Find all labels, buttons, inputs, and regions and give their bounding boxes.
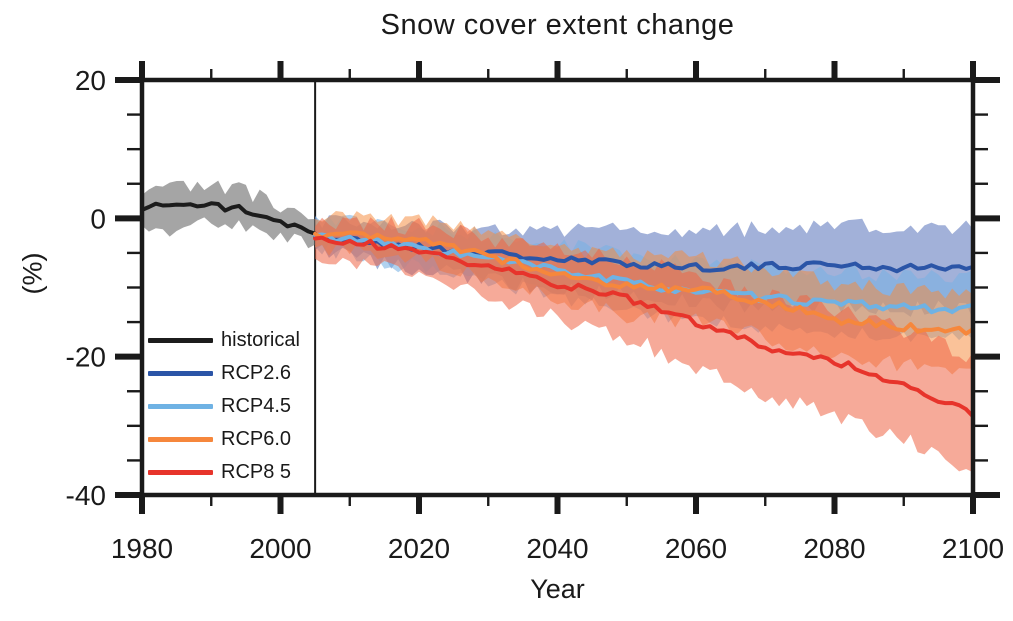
x-axis-label: Year [530,574,585,604]
legend-item-rcp26: RCP2.6 [148,357,300,390]
legend-item-rcp85: RCP8 5 [148,456,300,489]
legend-label-rcp45: RCP4.5 [221,395,292,417]
rcp85-envelope [315,216,971,472]
y-tick-label: -40 [66,480,106,511]
x-tick-label: 2060 [665,533,727,564]
x-tick-label: 2000 [249,533,311,564]
legend-swatch-rcp60 [148,437,213,442]
legend-swatch-rcp45 [148,404,213,409]
x-tick-label: 1980 [111,533,173,564]
legend-label-historical: historical [221,329,300,351]
legend-label-rcp26: RCP2.6 [221,362,292,384]
y-tick-label: 0 [90,203,106,234]
x-tick-label: 2040 [526,533,588,564]
legend: historical RCP2.6 RCP4.5 RCP6.0 RCP8 5 [148,324,300,489]
legend-item-rcp45: RCP4.5 [148,390,300,423]
x-tick-label: 2020 [388,533,450,564]
chart-title: Snow cover extent change [380,9,735,41]
legend-label-rcp85: RCP8 5 [221,461,292,483]
legend-item-historical: historical [148,324,300,357]
legend-label-rcp60: RCP6.0 [221,428,292,450]
rcp85-line [313,235,971,418]
y-axis-label: (%) [17,252,48,295]
legend-swatch-rcp26 [148,371,213,376]
legend-swatch-rcp85 [148,470,213,475]
x-tick-label: 2100 [942,533,1004,564]
rcp45-line [313,232,971,315]
x-tick-label: 2080 [803,533,865,564]
legend-item-rcp60: RCP6.0 [148,423,300,456]
historical-line [144,201,318,236]
y-tick-label: 20 [75,65,106,96]
rcp60-line [313,230,971,336]
legend-swatch-historical [148,338,213,343]
y-tick-label: -20 [66,342,106,373]
historical-envelope [144,180,316,249]
